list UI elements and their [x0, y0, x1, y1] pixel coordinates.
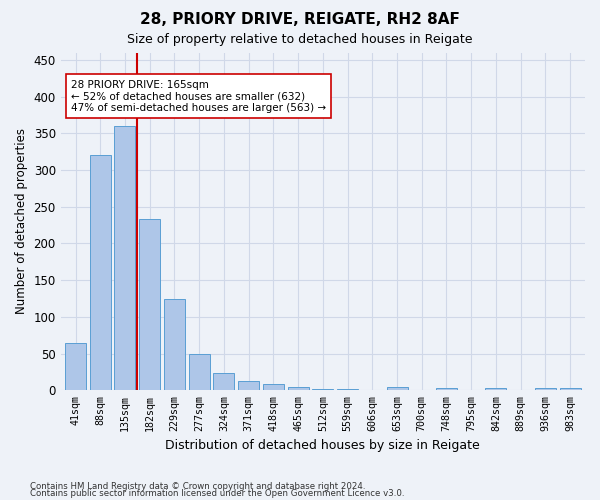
Bar — [115, 126, 136, 390]
Y-axis label: Number of detached properties: Number of detached properties — [15, 128, 28, 314]
Text: 28 PRIORY DRIVE: 165sqm
← 52% of detached houses are smaller (632)
47% of semi-d: 28 PRIORY DRIVE: 165sqm ← 52% of detache… — [71, 80, 326, 112]
Bar — [238, 381, 259, 390]
Bar — [386, 386, 407, 390]
Bar — [436, 388, 457, 390]
Bar — [139, 219, 160, 390]
Text: Contains public sector information licensed under the Open Government Licence v3: Contains public sector information licen… — [30, 490, 404, 498]
Bar — [313, 389, 334, 390]
Bar — [287, 386, 308, 390]
Bar — [560, 388, 581, 390]
Text: Size of property relative to detached houses in Reigate: Size of property relative to detached ho… — [127, 32, 473, 46]
Text: 28, PRIORY DRIVE, REIGATE, RH2 8AF: 28, PRIORY DRIVE, REIGATE, RH2 8AF — [140, 12, 460, 28]
Bar — [188, 354, 209, 391]
Bar — [485, 388, 506, 390]
Text: Contains HM Land Registry data © Crown copyright and database right 2024.: Contains HM Land Registry data © Crown c… — [30, 482, 365, 491]
Bar — [90, 156, 111, 390]
Bar — [164, 298, 185, 390]
Bar — [535, 388, 556, 390]
Bar — [65, 342, 86, 390]
Bar — [263, 384, 284, 390]
Bar — [337, 389, 358, 390]
Bar — [214, 374, 235, 390]
X-axis label: Distribution of detached houses by size in Reigate: Distribution of detached houses by size … — [166, 440, 480, 452]
